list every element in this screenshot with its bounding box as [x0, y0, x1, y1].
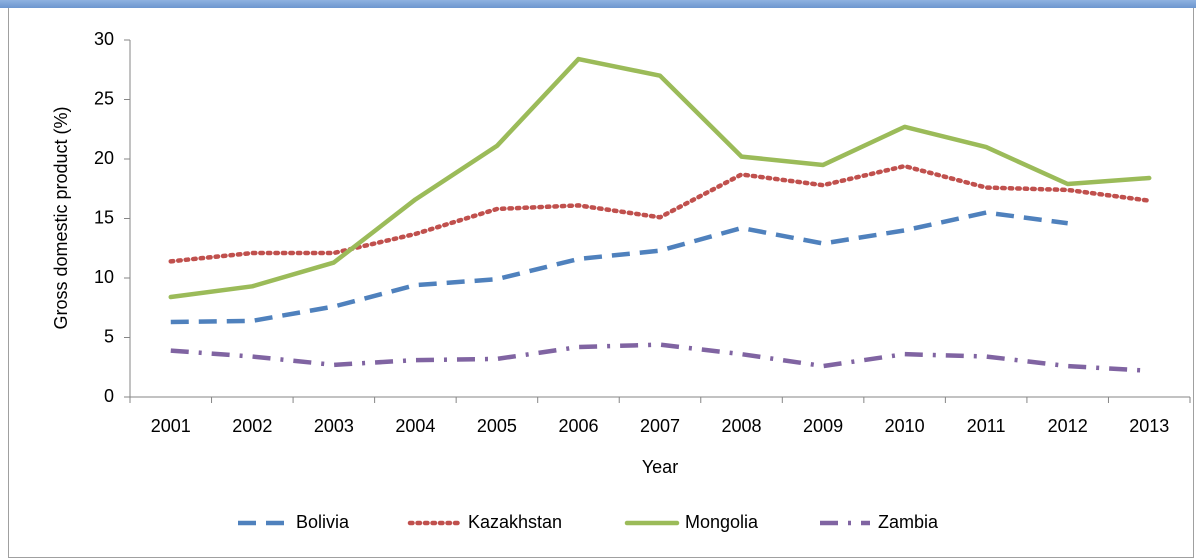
series-line: [170, 210, 1068, 325]
series-line: [170, 342, 1150, 374]
series-line: [168, 163, 1152, 264]
x-tick-label: 2010: [885, 416, 925, 436]
y-tick-label: 0: [104, 386, 114, 406]
y-tick-label: 25: [94, 88, 114, 108]
x-tick-label: 2002: [232, 416, 272, 436]
x-tick-label: 2009: [803, 416, 843, 436]
x-axis-title: Year: [642, 457, 678, 477]
y-tick-label: 5: [104, 326, 114, 346]
legend-label: Bolivia: [296, 512, 350, 532]
x-tick-label: 2012: [1048, 416, 1088, 436]
x-tick-label: 2005: [477, 416, 517, 436]
y-tick-label: 20: [94, 148, 114, 168]
x-tick-label: 2001: [151, 416, 191, 436]
top-bar: [0, 0, 1196, 8]
x-tick-label: 2004: [395, 416, 435, 436]
x-tick-label: 2006: [558, 416, 598, 436]
x-tick-label: 2003: [314, 416, 354, 436]
chart-frame: [8, 8, 1194, 558]
x-tick-label: 2007: [640, 416, 680, 436]
y-tick-label: 10: [94, 267, 114, 287]
legend-label: Mongolia: [685, 512, 759, 532]
x-tick-label: 2013: [1129, 416, 1169, 436]
y-axis-title: Gross domestic product (%): [51, 106, 71, 329]
legend-label: Zambia: [878, 512, 939, 532]
x-tick-label: 2008: [722, 416, 762, 436]
y-tick-label: 15: [94, 207, 114, 227]
y-tick-label: 30: [94, 29, 114, 49]
legend-label: Kazakhstan: [468, 512, 562, 532]
x-tick-label: 2011: [967, 416, 1006, 436]
series-line: [168, 56, 1152, 300]
